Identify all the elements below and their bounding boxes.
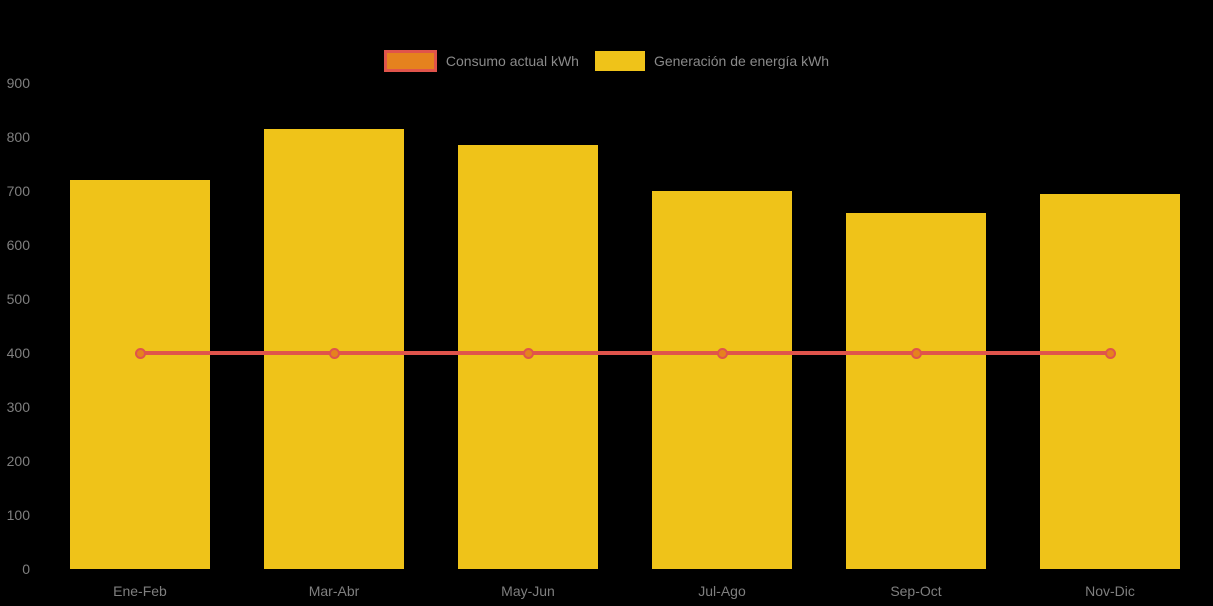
- consumo-point-mar-abr[interactable]: [328, 347, 340, 359]
- legend: Consumo actual kWh Generación de energía…: [0, 50, 1213, 72]
- consumo-point-may-jun[interactable]: [522, 347, 534, 359]
- y-axis-tick-label: 600: [6, 237, 30, 253]
- x-axis-tick-label: Nov-Dic: [1085, 583, 1135, 599]
- x-axis-tick-label: Ene-Feb: [113, 583, 167, 599]
- x-axis-tick-label: Sep-Oct: [890, 583, 942, 599]
- y-axis-tick-label: 100: [6, 507, 30, 523]
- y-axis-tick-label: 300: [6, 399, 30, 415]
- x-axis-tick-label: Mar-Abr: [308, 583, 360, 599]
- y-axis-tick-label: 0: [22, 561, 30, 577]
- y-axis-tick-label: 200: [6, 453, 30, 469]
- consumo-line-segment: [334, 351, 528, 355]
- consumo-line-segment: [528, 351, 722, 355]
- consumo-point-ene-feb[interactable]: [134, 347, 146, 359]
- bar-ene-feb[interactable]: [70, 180, 210, 569]
- y-axis-tick-label: 500: [6, 291, 30, 307]
- consumo-line-segment: [140, 351, 334, 355]
- legend-label-consumo: Consumo actual kWh: [445, 53, 579, 69]
- y-axis-tick-label: 700: [6, 183, 30, 199]
- y-axis-tick-label: 900: [6, 75, 30, 91]
- consumo-line-swatch-icon: [383, 50, 437, 72]
- x-axis-tick-label: May-Jun: [501, 583, 555, 599]
- legend-item-generacion[interactable]: Generación de energía kWh: [594, 50, 830, 72]
- bar-nov-dic[interactable]: [1040, 193, 1180, 569]
- consumo-line-segment: [916, 351, 1110, 355]
- consumo-point-nov-dic[interactable]: [1104, 347, 1116, 359]
- consumo-point-sep-oct[interactable]: [910, 347, 922, 359]
- consumo-point-jul-ago[interactable]: [716, 347, 728, 359]
- x-axis-tick-label: Jul-Ago: [698, 583, 746, 599]
- y-axis-tick-label: 400: [6, 345, 30, 361]
- bar-sep-oct[interactable]: [846, 212, 986, 569]
- legend-label-generacion: Generación de energía kWh: [653, 53, 830, 69]
- legend-item-consumo-actual[interactable]: Consumo actual kWh: [383, 50, 579, 72]
- generacion-bar-swatch-icon: [594, 51, 645, 71]
- consumo-line-segment: [722, 351, 916, 355]
- bar-jul-ago[interactable]: [652, 191, 792, 569]
- y-axis-tick-label: 800: [6, 129, 30, 145]
